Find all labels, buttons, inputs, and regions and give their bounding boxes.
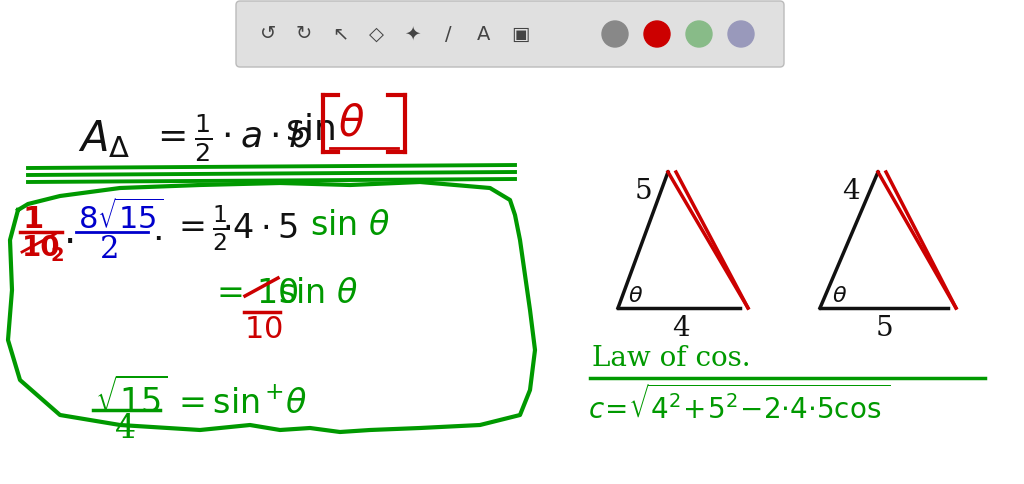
Circle shape [644, 21, 670, 47]
Text: ↻: ↻ [296, 25, 312, 44]
Text: $\cdot 4 \cdot 5$: $\cdot 4 \cdot 5$ [222, 213, 298, 245]
Text: $= \sin^{\,+}\!\theta$: $= \sin^{\,+}\!\theta$ [172, 388, 307, 421]
Text: ▣: ▣ [511, 25, 529, 44]
Circle shape [728, 21, 754, 47]
Text: ✦: ✦ [403, 25, 420, 44]
Text: $= \frac{1}{2}$: $= \frac{1}{2}$ [172, 204, 229, 254]
Text: 4: 4 [672, 315, 689, 342]
Text: ↖: ↖ [332, 25, 348, 44]
Circle shape [602, 21, 628, 47]
Text: 2: 2 [50, 246, 63, 265]
Text: $\sin\,\theta$: $\sin\,\theta$ [310, 210, 390, 242]
Text: $= \,10$: $= \,10$ [210, 278, 299, 310]
FancyBboxPatch shape [236, 1, 784, 67]
Text: 2: 2 [100, 234, 120, 265]
Text: ↺: ↺ [260, 25, 276, 44]
Text: 5: 5 [876, 315, 894, 342]
Text: $c\!=\!\sqrt{4^2\!+\!5^2\!-\!2{\cdot}4{\cdot}5\cos}$: $c\!=\!\sqrt{4^2\!+\!5^2\!-\!2{\cdot}4{\… [588, 385, 891, 424]
Text: ◇: ◇ [369, 25, 384, 44]
Text: A: A [477, 25, 490, 44]
Text: $\sin$: $\sin$ [285, 112, 336, 146]
Text: ·: · [152, 223, 164, 257]
Text: 4: 4 [115, 413, 136, 445]
Text: $\theta$: $\theta$ [831, 285, 847, 307]
Text: $= \frac{1}{2} \cdot a \cdot b$: $= \frac{1}{2} \cdot a \cdot b$ [150, 112, 311, 164]
Text: 4: 4 [842, 178, 859, 205]
Text: $\sin\,\theta$: $\sin\,\theta$ [278, 278, 358, 310]
Text: 5: 5 [635, 178, 652, 205]
Text: $A_\Delta$: $A_\Delta$ [78, 118, 130, 160]
Text: Law of cos.: Law of cos. [592, 345, 751, 372]
Circle shape [686, 21, 712, 47]
Text: ·: · [63, 224, 77, 262]
Text: 10: 10 [22, 234, 60, 262]
Text: $\sqrt{15}$: $\sqrt{15}$ [95, 378, 168, 420]
Text: $\theta$: $\theta$ [628, 285, 643, 307]
Text: $10$: $10$ [244, 314, 283, 345]
Text: /: / [444, 25, 452, 44]
Text: $8\sqrt{15}$: $8\sqrt{15}$ [78, 200, 163, 236]
Text: $\theta$: $\theta$ [338, 103, 365, 145]
Text: 1: 1 [22, 205, 43, 234]
